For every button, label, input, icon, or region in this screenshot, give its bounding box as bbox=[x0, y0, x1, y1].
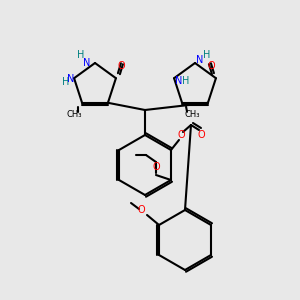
Text: O: O bbox=[117, 61, 125, 71]
Text: H: H bbox=[77, 50, 85, 60]
Text: N: N bbox=[176, 76, 183, 86]
Text: CH₃: CH₃ bbox=[66, 110, 82, 119]
Text: O: O bbox=[177, 130, 185, 140]
Text: O: O bbox=[152, 162, 160, 172]
Text: CH₃: CH₃ bbox=[184, 110, 200, 119]
Text: N: N bbox=[196, 55, 204, 65]
Text: H: H bbox=[203, 50, 211, 60]
Text: N: N bbox=[83, 58, 91, 68]
Text: O: O bbox=[207, 61, 215, 71]
Text: O: O bbox=[197, 130, 205, 140]
Text: N: N bbox=[68, 74, 75, 84]
Text: O: O bbox=[137, 205, 145, 215]
Text: H: H bbox=[182, 76, 190, 86]
Text: H: H bbox=[62, 77, 70, 87]
